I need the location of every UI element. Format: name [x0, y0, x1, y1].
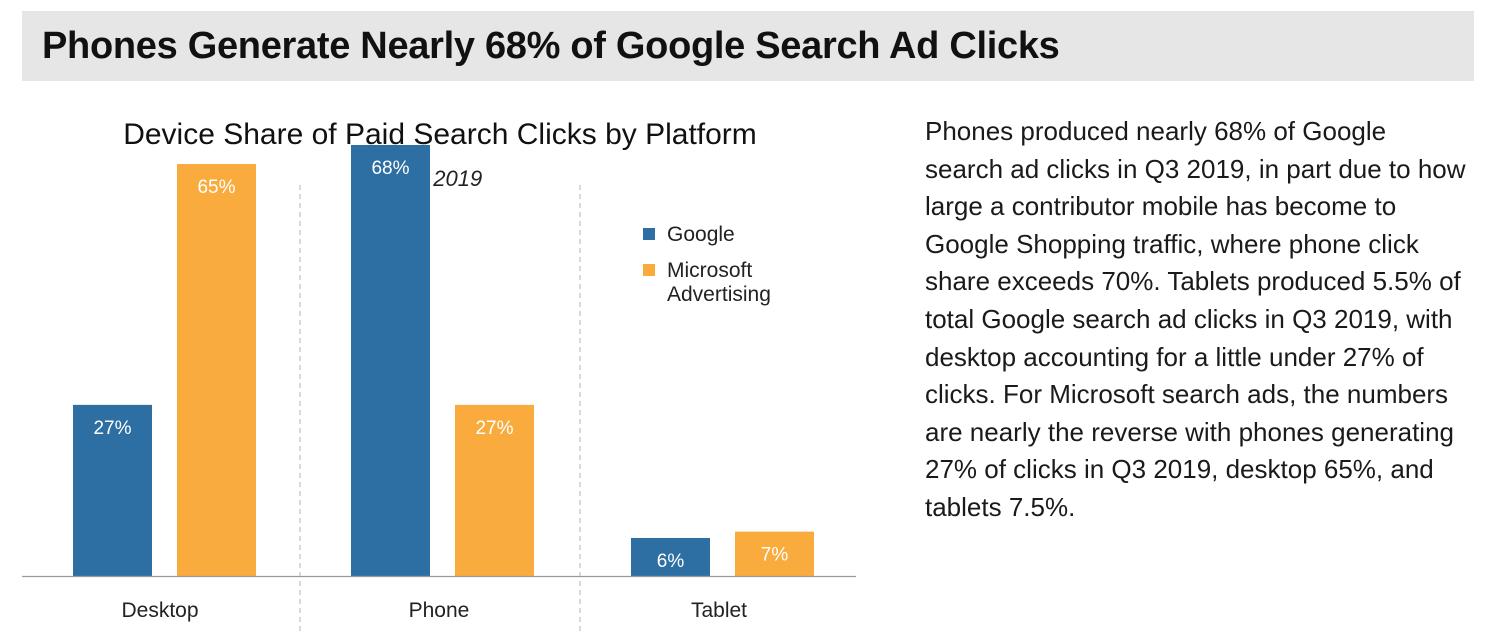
legend-swatch-google	[643, 228, 655, 240]
legend-swatch-microsoft	[643, 264, 655, 276]
header-banner: Phones Generate Nearly 68% of Google Sea…	[22, 11, 1474, 81]
bar-phone-microsoft	[455, 404, 534, 576]
bar-desktop-google	[73, 404, 152, 576]
legend-label-google: Google	[667, 223, 735, 246]
category-label-tablet: Tablet	[691, 599, 747, 622]
bar-phone-google	[351, 145, 430, 576]
bar-chart: Device Share of Paid Search Clicks by Pl…	[22, 118, 856, 634]
bar-tablet-google	[631, 537, 710, 576]
category-label-desktop: Desktop	[121, 599, 198, 622]
category-label-phone: Phone	[409, 599, 470, 622]
data-label-desktop-google: 27%	[93, 418, 131, 439]
bar-tablet-microsoft	[735, 531, 814, 576]
page-title: Phones Generate Nearly 68% of Google Sea…	[42, 25, 1060, 67]
data-label-phone-microsoft: 27%	[475, 418, 513, 439]
data-label-tablet-google: 6%	[657, 551, 685, 572]
body-paragraph: Phones produced nearly 68% of Google sea…	[925, 116, 1466, 522]
data-label-tablet-microsoft: 7%	[761, 545, 789, 566]
data-label-desktop-microsoft: 65%	[197, 177, 235, 198]
data-label-phone-google: 68%	[371, 158, 409, 179]
chart-title: Device Share of Paid Search Clicks by Pl…	[123, 118, 757, 151]
bar-desktop-microsoft	[177, 164, 256, 576]
legend-label-advertising: Advertising	[667, 283, 771, 306]
legend-label-microsoft: Microsoft	[667, 259, 752, 282]
